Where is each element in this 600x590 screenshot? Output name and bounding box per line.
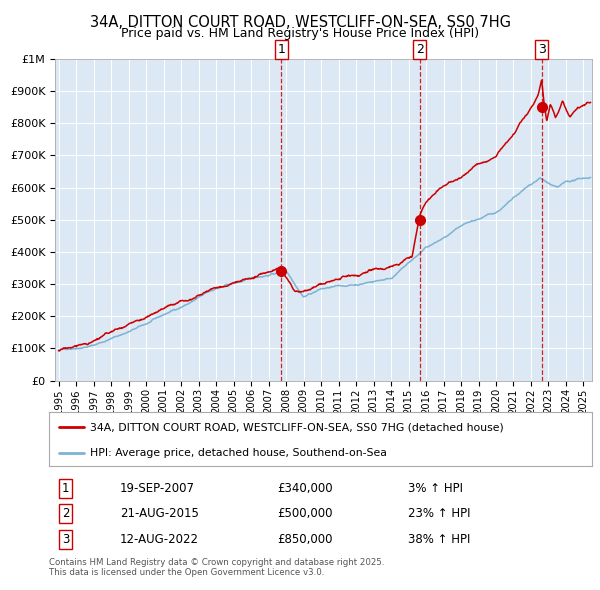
Text: HPI: Average price, detached house, Southend-on-Sea: HPI: Average price, detached house, Sout…	[90, 448, 387, 457]
Text: 3: 3	[538, 43, 545, 56]
Text: 3% ↑ HPI: 3% ↑ HPI	[407, 481, 463, 494]
Text: 12-AUG-2022: 12-AUG-2022	[120, 533, 199, 546]
Text: £850,000: £850,000	[277, 533, 333, 546]
Text: Contains HM Land Registry data © Crown copyright and database right 2025.: Contains HM Land Registry data © Crown c…	[49, 558, 385, 566]
Text: 3: 3	[62, 533, 69, 546]
Text: 1: 1	[62, 481, 69, 494]
Text: Price paid vs. HM Land Registry's House Price Index (HPI): Price paid vs. HM Land Registry's House …	[121, 27, 479, 40]
Text: £500,000: £500,000	[277, 507, 333, 520]
Text: 19-SEP-2007: 19-SEP-2007	[120, 481, 195, 494]
Text: 1: 1	[277, 43, 285, 56]
Text: 21-AUG-2015: 21-AUG-2015	[120, 507, 199, 520]
Text: 38% ↑ HPI: 38% ↑ HPI	[407, 533, 470, 546]
Text: This data is licensed under the Open Government Licence v3.0.: This data is licensed under the Open Gov…	[49, 568, 325, 576]
Text: £340,000: £340,000	[277, 481, 333, 494]
Text: 34A, DITTON COURT ROAD, WESTCLIFF-ON-SEA, SS0 7HG (detached house): 34A, DITTON COURT ROAD, WESTCLIFF-ON-SEA…	[90, 422, 503, 432]
Text: 34A, DITTON COURT ROAD, WESTCLIFF-ON-SEA, SS0 7HG: 34A, DITTON COURT ROAD, WESTCLIFF-ON-SEA…	[89, 15, 511, 30]
Text: 23% ↑ HPI: 23% ↑ HPI	[407, 507, 470, 520]
Text: 2: 2	[416, 43, 424, 56]
Text: 2: 2	[62, 507, 69, 520]
